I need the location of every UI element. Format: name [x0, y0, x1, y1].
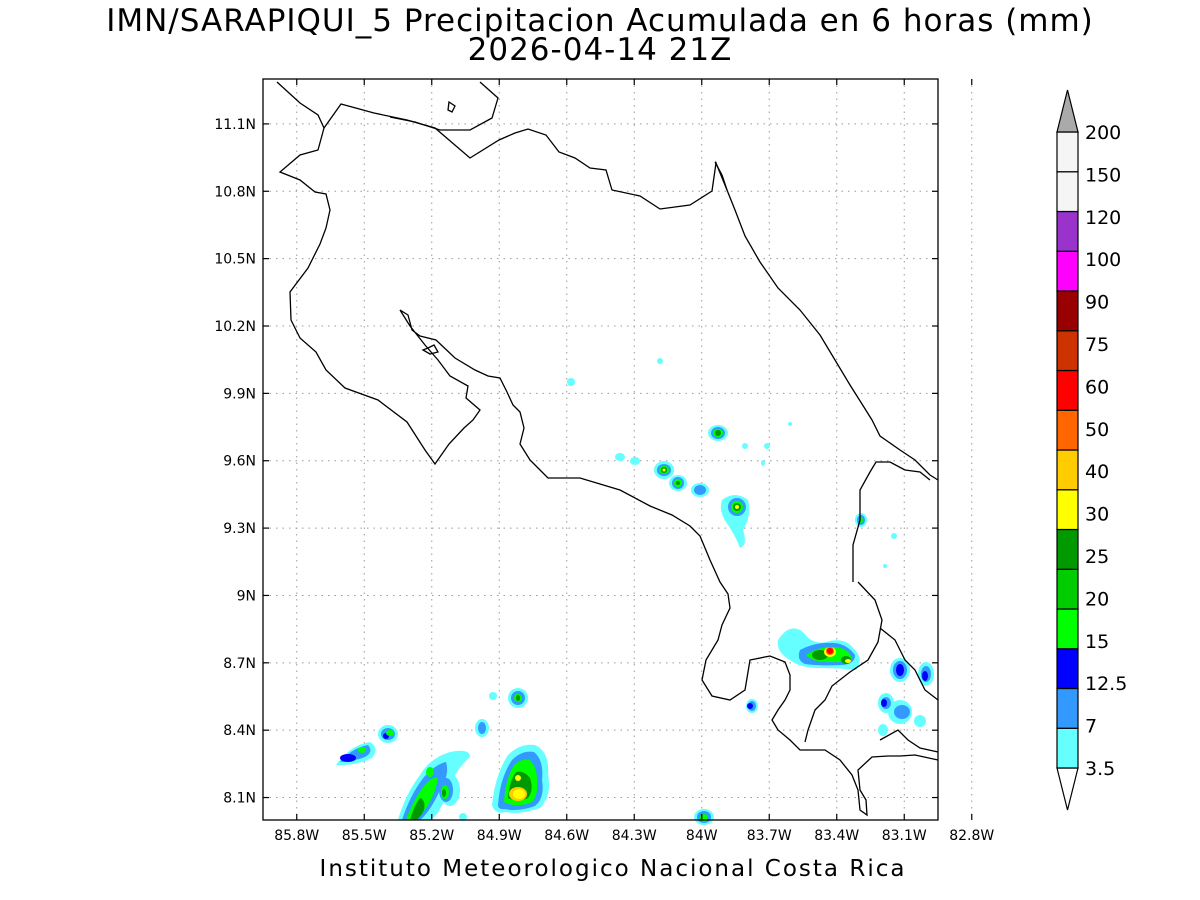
map-title: IMN/SARAPIQUI_5 Precipitacion Acumulada …	[106, 3, 1094, 39]
x-tick-label: 84.6W	[544, 828, 589, 844]
colorbar-swatch	[1056, 250, 1079, 292]
x-axis-ticks: 85.8W 85.5W 85.2W 84.9W 84.6W 84.3W 84W 83.7W 83…	[274, 79, 994, 844]
map-frame	[262, 78, 939, 821]
y-tick-label: 10.5N	[214, 252, 256, 268]
y-tick-label: 9.6N	[223, 454, 256, 470]
colorbar-swatch	[1056, 171, 1079, 213]
colorbar-label: 50	[1085, 419, 1109, 441]
colorbar-label: 120	[1085, 207, 1121, 229]
x-tick-label: 85.8W	[274, 828, 319, 844]
colorbar-swatch	[1056, 528, 1079, 570]
colorbar-swatch	[1056, 687, 1079, 729]
x-tick-label: 84.9W	[477, 828, 522, 844]
colorbar-label: 30	[1085, 504, 1109, 526]
x-tick-label: 83.4W	[814, 828, 859, 844]
precipitation-field	[336, 358, 934, 825]
coastline-border-lines	[276, 81, 939, 817]
colorbar-label: 200	[1085, 122, 1121, 144]
x-tick-label: 82.8W	[949, 828, 994, 844]
y-tick-label: 9.9N	[223, 386, 256, 402]
colorbar-swatch	[1056, 210, 1079, 252]
x-tick-label: 85.2W	[409, 828, 454, 844]
colorbar-label: 40	[1085, 461, 1109, 483]
colorbar-swatch	[1056, 131, 1079, 173]
footer-credit: Instituto Meteorologico Nacional Costa R…	[319, 856, 907, 882]
colorbar-swatch	[1056, 449, 1079, 491]
y-tick-label: 9N	[237, 588, 256, 604]
colorbar-label: 20	[1085, 588, 1109, 610]
colorbar-swatch	[1056, 608, 1079, 650]
colorbar-swatch	[1056, 489, 1079, 531]
y-tick-label: 8.4N	[223, 723, 256, 739]
x-tick-label: 83.7W	[747, 828, 792, 844]
colorbar-swatch	[1056, 330, 1079, 372]
x-tick-label: 85.5W	[342, 828, 387, 844]
colorbar-swatch	[1056, 648, 1079, 690]
colorbar-swatch	[1056, 409, 1079, 451]
colorbar-swatch	[1056, 369, 1079, 411]
colorbar-swatch	[1056, 568, 1079, 610]
colorbar-legend: 3.5 7 12.5 15 20 25 30 40 50 60 75 90 100 120 150 200	[1056, 89, 1127, 811]
x-tick-label: 83.1W	[882, 828, 927, 844]
colorbar-arrow-top	[1056, 89, 1079, 133]
y-tick-label: 9.3N	[223, 521, 256, 537]
colorbar-arrow-bottom	[1056, 767, 1079, 811]
y-tick-label: 11.1N	[214, 117, 256, 133]
y-tick-label: 10.2N	[214, 319, 256, 335]
colorbar-label: 12.5	[1085, 673, 1127, 695]
colorbar-label: 3.5	[1085, 758, 1115, 780]
y-tick-label: 8.7N	[223, 656, 256, 672]
colorbar-label: 90	[1085, 292, 1109, 314]
colorbar-label: 15	[1085, 631, 1109, 653]
colorbar-swatch	[1056, 727, 1079, 769]
y-tick-label: 8.1N	[223, 791, 256, 807]
colorbar-label: 7	[1085, 716, 1097, 738]
colorbar-label: 75	[1085, 334, 1109, 356]
map-subtitle-date: 2026-04-14 21Z	[467, 32, 733, 68]
y-tick-label: 10.8N	[214, 184, 256, 200]
colorbar-label: 100	[1085, 249, 1121, 271]
x-tick-label: 84W	[686, 828, 718, 844]
grid-lines	[263, 79, 973, 820]
x-tick-label: 84.3W	[612, 828, 657, 844]
colorbar-label: 25	[1085, 546, 1109, 568]
colorbar-label: 150	[1085, 164, 1121, 186]
colorbar-swatch	[1056, 290, 1079, 332]
colorbar-label: 60	[1085, 376, 1109, 398]
y-axis-ticks: 8.1N 8.4N 8.7N 9N 9.3N 9.6N 9.9N 10.2N 10.5N 10.8…	[214, 117, 938, 807]
